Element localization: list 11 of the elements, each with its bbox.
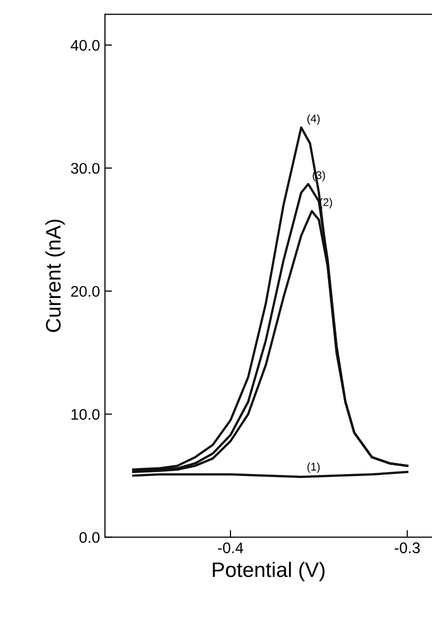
- y-axis-title: Current (nA): [45, 220, 65, 332]
- annotation: (1): [307, 462, 320, 473]
- x-axis-title: Potential (V): [212, 562, 325, 582]
- x-tick-label: -0.4: [218, 542, 244, 554]
- y-tick-label: 20.0: [71, 286, 100, 297]
- y-tick-label: 30.0: [70, 162, 100, 174]
- y-tick-label: 10.0: [72, 409, 100, 420]
- annotation: (4): [307, 114, 320, 125]
- y-tick-label: 40.0: [70, 40, 100, 51]
- x-tick-label: -0.3: [394, 542, 420, 554]
- y-tick-label: 0.0: [79, 532, 100, 543]
